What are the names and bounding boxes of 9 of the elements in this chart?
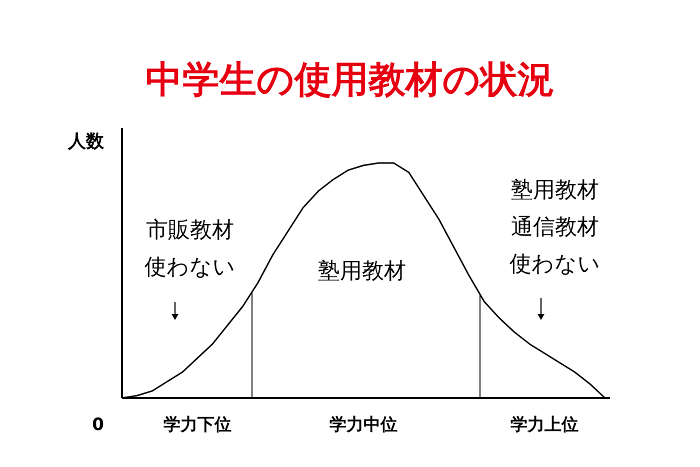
x-tick-label: 学力中位 [330, 415, 398, 435]
annotation: 塾用教材通信教材使わない [510, 178, 600, 277]
y-axis-title: 人数 [67, 131, 105, 152]
annotation: 市販教材使わない [144, 218, 236, 280]
chart-title: 中学生の使用教材の状況 [146, 58, 554, 101]
x-tick-label: 学力下位 [163, 415, 232, 435]
text: 0 [92, 415, 104, 435]
x-tick-label: 学力上位 [510, 415, 579, 435]
annotation: 塾用教材 [318, 259, 406, 284]
